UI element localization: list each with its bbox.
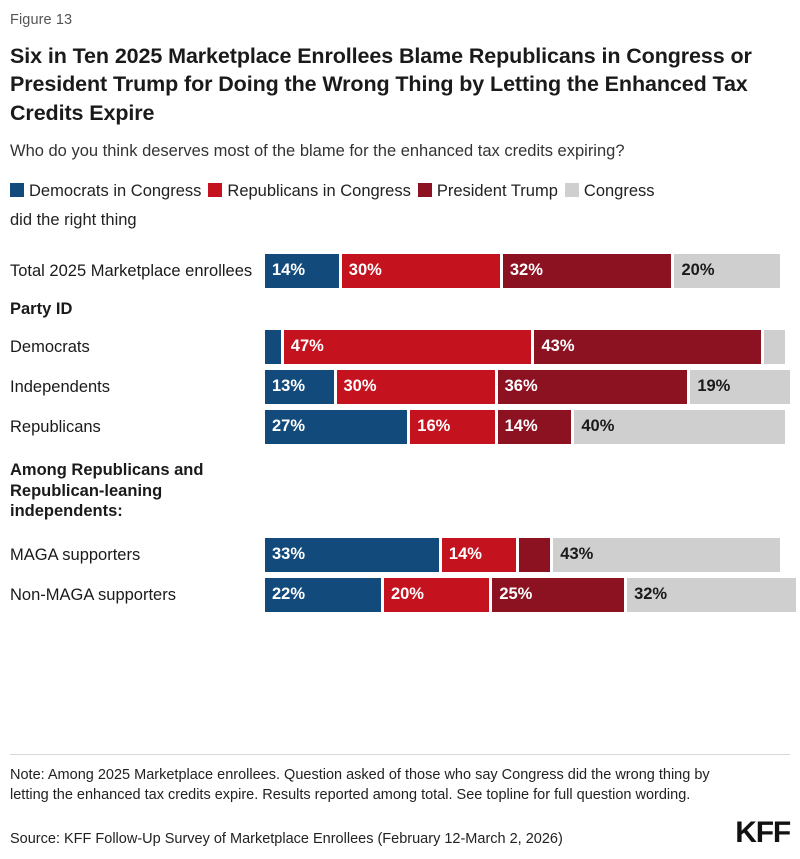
chart-bar-track: 13% 30% 36% 19% (265, 369, 792, 404)
chart-note: Note: Among 2025 Marketplace enrollees. … (10, 766, 710, 804)
chart-bar-segment[interactable]: 40% (574, 409, 786, 444)
legend-label-republicans-in-congress: Republicans in Congress (227, 182, 411, 201)
chart-bar-value-label: 30% (343, 377, 377, 396)
chart-bar-value-label: 14% (448, 545, 482, 564)
chart-bar-value-label: 19% (697, 377, 731, 396)
kff-logo: KFF (735, 816, 791, 849)
legend-swatch-icon-republicans-in-congress (208, 183, 223, 198)
legend-label-congress-did-the-right-thing: Congress did the right thing (10, 182, 655, 229)
chart-bar-segment[interactable]: 47% (283, 329, 532, 364)
figure-number: Figure 13 (10, 12, 73, 28)
chart-bar-track: 33% 14% 43% (265, 537, 792, 572)
chart-bar-value-label: 32% (634, 585, 668, 604)
chart-source: Source: KFF Follow-Up Survey of Marketpl… (10, 831, 563, 848)
chart-bar-track: 47% 43% (265, 329, 792, 364)
legend-label-democrats-in-congress: Democrats in Congress (29, 182, 202, 201)
chart-row-label: Democrats (10, 337, 90, 356)
chart-bar-row: Democrats 47% 43% (10, 327, 792, 367)
chart-bar-segment[interactable]: 32% (502, 253, 672, 288)
chart-bar-segment[interactable]: 16% (410, 409, 495, 444)
chart-group-heading-row: Party ID (10, 291, 792, 327)
chart-bar-row: Non-MAGA supporters 22% 20% 25% 32% (10, 575, 796, 615)
chart-bar-value-label: 36% (504, 377, 538, 396)
chart-bar-segment[interactable]: 22% (265, 577, 381, 612)
chart-bar-segment[interactable]: 14% (497, 409, 572, 444)
chart-bar-value-label: 14% (272, 261, 306, 280)
chart-bar-segment[interactable]: 32% (627, 577, 796, 612)
chart-bar-segment[interactable] (265, 329, 281, 364)
chart-bar-segment[interactable]: 25% (492, 577, 625, 612)
chart-bar-segment[interactable]: 13% (265, 369, 334, 404)
legend-label-president-trump: President Trump (436, 182, 558, 201)
figure-footer: Note: Among 2025 Marketplace enrollees. … (10, 753, 791, 849)
chart-legend: Democrats in Congress Republicans in Cong… (8, 163, 792, 235)
stacked-bar-chart: Total 2025 Marketplace enrollees 14% 30% 32… (8, 251, 796, 615)
chart-group-heading-row: Among Republicans and Republican-leaning… (10, 447, 792, 535)
chart-group-label: Party ID (10, 299, 73, 318)
chart-row-label: Independents (10, 377, 111, 396)
chart-bar-segment[interactable]: 43% (534, 329, 762, 364)
chart-bar-value-label: 22% (272, 585, 306, 604)
chart-bar-value-label: 47% (290, 337, 324, 356)
chart-bar-value-label: 20% (390, 585, 424, 604)
chart-bar-segment[interactable]: 27% (265, 409, 408, 444)
chart-bar-value-label: 27% (272, 417, 306, 436)
chart-bar-segment[interactable]: 33% (265, 537, 439, 572)
legend-swatch-icon-democrats-in-congress (10, 183, 24, 198)
legend-swatch-icon-congress-did-the-right-thing (564, 183, 579, 198)
legend-item-republicans-in-congress[interactable]: Republicans in Congress (208, 182, 411, 201)
chart-bar-segment[interactable]: 43% (553, 537, 780, 572)
chart-bar-value-label: 32% (509, 261, 543, 280)
chart-bar-segment[interactable]: 14% (265, 253, 339, 288)
chart-bar-value-label: 14% (504, 417, 538, 436)
legend-item-congress-did-the-right-thing[interactable]: Congress did the right thing (10, 182, 655, 229)
chart-bar-value-label: 16% (417, 417, 451, 436)
chart-row-label: MAGA supporters (10, 545, 141, 564)
chart-bar-segment[interactable]: 14% (441, 537, 516, 572)
page-title: Six in Ten 2025 Marketplace Enrollees Bl… (10, 44, 752, 125)
chart-bar-value-label: 33% (272, 545, 306, 564)
chart-row-label: Republicans (10, 417, 101, 436)
chart-bar-track: 22% 20% 25% 32% (265, 577, 796, 612)
footer-divider (10, 753, 790, 755)
chart-bar-row: Independents 13% 30% 36% 19% (10, 367, 792, 407)
chart-bar-value-label: 20% (681, 261, 715, 280)
chart-bar-segment[interactable]: 36% (497, 369, 688, 404)
chart-bar-segment[interactable]: 20% (674, 253, 780, 288)
chart-bar-value-label: 13% (272, 377, 306, 396)
chart-bar-segment[interactable]: 30% (341, 253, 500, 288)
chart-bar-row: Total 2025 Marketplace enrollees 14% 30% 32… (10, 251, 792, 291)
legend-swatch-icon-president-trump (417, 183, 432, 198)
chart-bar-value-label: 43% (541, 337, 575, 356)
chart-group-label: Among Republicans and Republican-leaning… (10, 461, 204, 520)
chart-bar-value-label: 30% (348, 261, 382, 280)
chart-bar-row: MAGA supporters 33% 14% 43% (10, 535, 792, 575)
chart-bar-segment[interactable]: 19% (690, 369, 791, 404)
legend-item-democrats-in-congress[interactable]: Democrats in Congress (10, 182, 201, 200)
chart-bar-track: 14% 30% 32% 20% (265, 253, 792, 288)
chart-bar-row: Republicans 27% 16% 14% 40% (10, 407, 792, 447)
chart-bar-segment[interactable]: 30% (336, 369, 495, 404)
chart-row-label: Non-MAGA supporters (10, 585, 176, 604)
chart-bar-value-label: 43% (560, 545, 594, 564)
source-row: Source: KFF Follow-Up Survey of Marketpl… (10, 816, 791, 849)
chart-bar-value-label: 25% (499, 585, 533, 604)
chart-row-label: Total 2025 Marketplace enrollees (10, 261, 253, 280)
chart-bar-value-label: 40% (581, 417, 615, 436)
legend-item-president-trump[interactable]: President Trump (417, 182, 558, 201)
chart-bar-segment[interactable]: 20% (383, 577, 490, 612)
chart-bar-segment[interactable] (764, 329, 786, 364)
chart-bar-track: 27% 16% 14% 40% (265, 409, 792, 444)
chart-subtitle: Who do you think deserves most of the bl… (10, 142, 625, 161)
chart-bar-segment[interactable] (518, 537, 551, 572)
